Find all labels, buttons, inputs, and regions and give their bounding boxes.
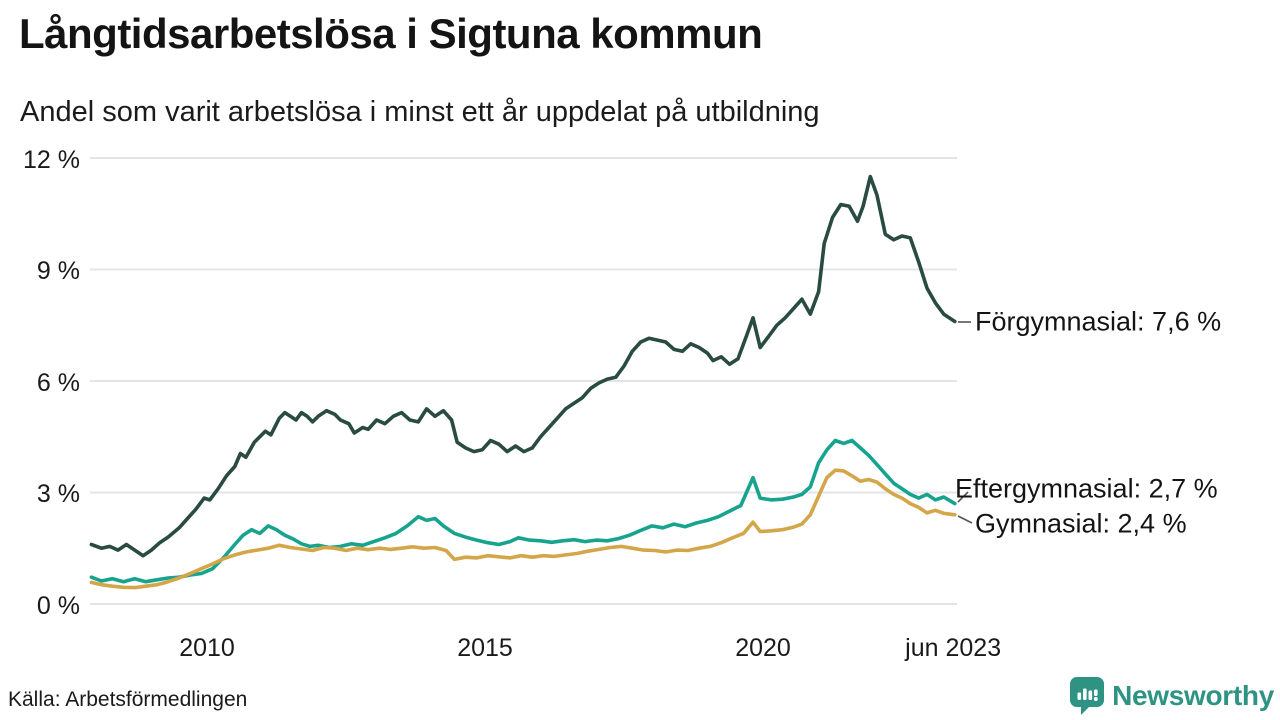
y-axis-tick-label: 0 % <box>36 592 80 620</box>
newsworthy-wordmark: Newsworthy <box>1112 680 1274 711</box>
source-text: Källa: Arbetsförmedlingen <box>8 688 248 711</box>
series-end-label-forgymnasial: Förgymnasial: 7,6 % <box>975 306 1222 337</box>
series-end-label-eftergymnasial: Eftergymnasial: 2,7 % <box>955 473 1218 504</box>
label-leader-line <box>957 491 969 503</box>
series-line-eftergymnasial <box>89 438 957 584</box>
page-title: Långtidsarbetslösa i Sigtuna kommun <box>19 10 763 57</box>
y-axis-tick-label: 6 % <box>36 368 80 397</box>
x-axis-tick-label: 2015 <box>457 634 513 662</box>
y-axis-tick-label: 9 % <box>36 257 80 286</box>
series-line-forgymnasial <box>89 174 957 558</box>
y-axis-tick-label: 12 % <box>23 145 80 174</box>
series-end-label-gymnasial: Gymnasial: 2,4 % <box>975 508 1187 539</box>
label-leader-line <box>957 515 973 524</box>
y-axis-tick-label: 3 % <box>36 480 80 509</box>
page-subtitle: Andel som varit arbetslösa i minst ett å… <box>20 96 820 128</box>
x-axis-tick-label: 2010 <box>179 634 235 662</box>
x-axis-tick-label: 2020 <box>735 634 791 662</box>
newsworthy-logo[interactable]: Newsworthy <box>1069 676 1274 716</box>
bar-chart-bubble-icon <box>1070 677 1105 715</box>
x-axis-tick-label: jun 2023 <box>905 634 1002 662</box>
series-line-gymnasial <box>89 468 957 590</box>
